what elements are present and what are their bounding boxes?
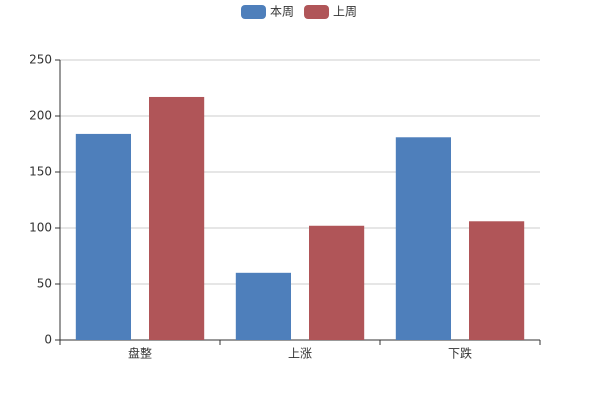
bar[interactable] xyxy=(395,137,451,340)
bar[interactable] xyxy=(75,133,131,340)
x-tick-label: 盘整 xyxy=(128,346,152,361)
y-tick-label: 50 xyxy=(37,277,52,291)
bar[interactable] xyxy=(235,272,291,340)
bar[interactable] xyxy=(309,225,365,340)
x-tick-label: 上涨 xyxy=(288,346,312,361)
y-tick-label: 250 xyxy=(29,53,52,67)
legend-swatch[interactable] xyxy=(304,5,330,19)
y-tick-label: 0 xyxy=(44,333,52,347)
legend-label[interactable]: 本周 xyxy=(270,5,294,19)
x-tick-label: 下跌 xyxy=(448,346,472,361)
y-tick-label: 150 xyxy=(29,165,52,179)
bar[interactable] xyxy=(149,96,205,341)
legend-swatch[interactable] xyxy=(241,5,266,19)
y-tick-label: 200 xyxy=(29,109,52,123)
bar[interactable] xyxy=(469,221,525,340)
legend-label[interactable]: 上周 xyxy=(333,5,357,19)
y-tick-label: 100 xyxy=(29,221,52,235)
